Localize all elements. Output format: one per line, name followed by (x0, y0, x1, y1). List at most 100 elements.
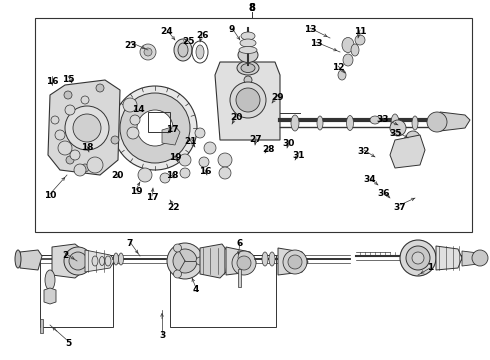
Polygon shape (440, 112, 470, 131)
Circle shape (64, 247, 92, 275)
Text: 11: 11 (354, 27, 366, 36)
Polygon shape (52, 244, 85, 278)
Text: 4: 4 (193, 285, 199, 294)
Polygon shape (48, 80, 120, 175)
Ellipse shape (119, 253, 123, 265)
Circle shape (64, 91, 72, 99)
Text: 9: 9 (229, 26, 235, 35)
Circle shape (400, 240, 436, 276)
Circle shape (140, 44, 156, 60)
Text: 20: 20 (230, 113, 242, 122)
Polygon shape (20, 250, 42, 270)
Text: 6: 6 (237, 239, 243, 248)
Text: 24: 24 (161, 27, 173, 36)
Ellipse shape (346, 116, 353, 130)
Polygon shape (200, 244, 228, 278)
Text: 18: 18 (81, 144, 93, 153)
Circle shape (69, 252, 87, 270)
Circle shape (237, 256, 251, 270)
Text: 23: 23 (124, 40, 136, 49)
Circle shape (232, 251, 256, 275)
Bar (148, 112, 170, 132)
Text: 17: 17 (166, 126, 178, 135)
Circle shape (173, 244, 181, 252)
Text: 36: 36 (378, 189, 390, 198)
Ellipse shape (338, 70, 346, 80)
Circle shape (406, 131, 420, 145)
Circle shape (219, 167, 231, 179)
Polygon shape (162, 126, 180, 145)
Circle shape (288, 255, 302, 269)
Ellipse shape (412, 116, 418, 130)
Text: 32: 32 (358, 148, 370, 157)
Bar (40, 319, 43, 333)
Ellipse shape (178, 43, 188, 57)
Circle shape (160, 173, 170, 183)
Circle shape (218, 153, 232, 167)
Circle shape (204, 142, 216, 154)
Ellipse shape (15, 250, 21, 268)
Text: 13: 13 (304, 26, 316, 35)
Text: 12: 12 (332, 63, 344, 72)
Circle shape (87, 157, 103, 173)
Text: 2: 2 (62, 251, 68, 260)
Text: 37: 37 (393, 202, 406, 211)
Polygon shape (278, 248, 308, 275)
Bar (40, 255, 113, 327)
Text: 19: 19 (130, 188, 142, 197)
Circle shape (58, 141, 72, 155)
Circle shape (66, 156, 74, 164)
Ellipse shape (114, 253, 119, 265)
Circle shape (73, 114, 101, 142)
Text: 27: 27 (250, 135, 262, 144)
Ellipse shape (240, 39, 256, 47)
Ellipse shape (291, 115, 299, 131)
Polygon shape (436, 246, 462, 270)
Circle shape (51, 116, 59, 124)
Circle shape (199, 157, 209, 167)
Polygon shape (390, 135, 425, 168)
Text: 35: 35 (390, 129, 402, 138)
Text: 33: 33 (377, 116, 389, 125)
Text: 28: 28 (262, 145, 274, 154)
Ellipse shape (45, 270, 55, 290)
Circle shape (195, 128, 205, 138)
Text: 26: 26 (196, 31, 208, 40)
Text: 18: 18 (166, 171, 178, 180)
Circle shape (65, 105, 75, 115)
Text: 3: 3 (159, 330, 165, 339)
Ellipse shape (92, 256, 98, 266)
Text: 25: 25 (182, 37, 194, 46)
Circle shape (120, 93, 190, 163)
Circle shape (244, 76, 252, 84)
Circle shape (137, 110, 173, 146)
Text: 13: 13 (310, 40, 322, 49)
Text: 34: 34 (364, 175, 376, 184)
Circle shape (236, 88, 260, 112)
Ellipse shape (269, 252, 275, 266)
Bar (170, 255, 276, 327)
Circle shape (173, 270, 181, 278)
Circle shape (74, 164, 86, 176)
Text: 16: 16 (46, 77, 58, 86)
Ellipse shape (105, 256, 111, 266)
Circle shape (179, 154, 191, 166)
Circle shape (111, 136, 119, 144)
Circle shape (180, 168, 190, 178)
Circle shape (138, 168, 152, 182)
Circle shape (412, 252, 424, 264)
Circle shape (81, 164, 89, 172)
Circle shape (96, 84, 104, 92)
Circle shape (173, 249, 197, 273)
Circle shape (127, 127, 139, 139)
Polygon shape (462, 251, 480, 266)
Text: 19: 19 (169, 153, 181, 162)
Ellipse shape (343, 54, 353, 66)
Circle shape (55, 130, 65, 140)
Ellipse shape (99, 256, 104, 266)
Text: 1: 1 (427, 264, 433, 273)
Circle shape (390, 120, 406, 136)
Text: 8: 8 (248, 3, 255, 13)
Circle shape (123, 98, 137, 112)
Circle shape (283, 250, 307, 274)
